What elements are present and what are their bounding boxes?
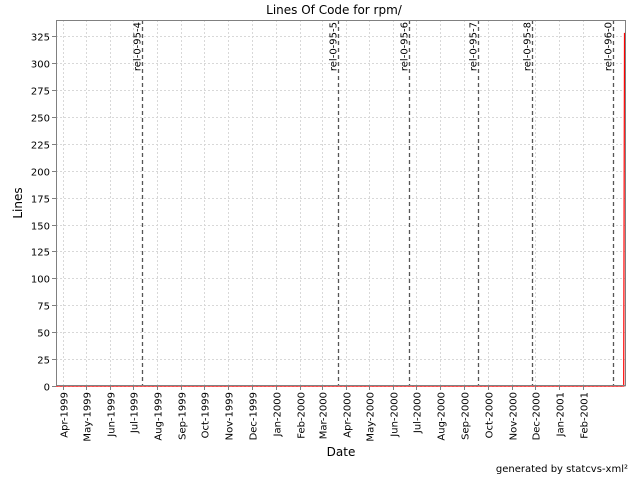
x-tick-label: Oct-1999 [201, 392, 212, 438]
x-tick-label: Sep-1999 [178, 392, 189, 440]
y-tick-label: 225 [31, 141, 50, 152]
chart-title: Lines Of Code for rpm/ [266, 3, 403, 17]
y-tick-label: 300 [31, 60, 50, 71]
y-tick-label: 325 [31, 33, 50, 44]
release-marker-label: rel-0-95-6 [400, 22, 411, 71]
y-tick-label: 150 [31, 222, 50, 233]
grid-lines [56, 20, 626, 387]
x-tick-label: Nov-1999 [225, 392, 236, 440]
x-tick-label: Mar-2000 [319, 392, 330, 439]
release-marker-label: rel-0-95-7 [469, 22, 480, 71]
x-tick-label: Dec-2000 [532, 392, 543, 440]
generator-footer: generated by statcvs-xml² [495, 464, 628, 475]
release-marker-label: rel-0-96-0 [604, 22, 615, 71]
y-tick-label: 250 [31, 114, 50, 125]
y-tick-label: 100 [31, 275, 50, 286]
x-tick-label: Feb-2000 [297, 392, 308, 439]
x-tick-label: Jun-2000 [390, 392, 401, 438]
y-tick-label: 200 [31, 168, 50, 179]
x-tick-label: Jun-1999 [107, 392, 118, 438]
x-tick-label: Jan-2001 [556, 392, 567, 437]
y-axis-label: Lines [11, 187, 25, 218]
x-tick-label: Nov-2000 [509, 392, 520, 440]
x-tick-label: Jan-2000 [273, 392, 284, 437]
x-tick-label: Apr-1999 [60, 392, 71, 438]
plot-border [56, 20, 626, 386]
x-tick-label: Jul-1999 [130, 392, 141, 434]
y-tick-label: 75 [37, 302, 50, 313]
release-marker-label: rel-0-95-5 [329, 22, 340, 71]
x-tick-label: May-2000 [366, 392, 377, 442]
plot-area [56, 20, 626, 386]
release-marker-label: rel-0-95-8 [523, 22, 534, 71]
y-tick-label: 50 [37, 329, 50, 340]
x-tick-label: Oct-2000 [485, 392, 496, 438]
y-tick-label: 275 [31, 87, 50, 98]
x-tick-label: Dec-1999 [249, 392, 260, 440]
y-axis: 0 25 50 75 100 125 150 175 200 225 250 275 300 325 [31, 33, 56, 394]
x-tick-label: Jul-2000 [413, 392, 424, 434]
x-tick-label: Apr-2000 [343, 392, 354, 438]
release-markers: rel-0-95-4 rel-0-95-5 rel-0-95-6 rel-0-95-7… [133, 20, 615, 386]
y-tick-label: 25 [37, 356, 50, 367]
x-tick-label: May-1999 [83, 392, 94, 442]
x-tick-label: Aug-1999 [154, 392, 165, 441]
y-tick-label: 0 [44, 383, 50, 394]
x-axis: Apr-1999 May-1999 Jun-1999 Jul-1999 Aug-1999… [60, 386, 591, 442]
y-tick-label: 175 [31, 195, 50, 206]
x-axis-label: Date [327, 445, 356, 459]
release-marker-label: rel-0-95-4 [133, 22, 144, 71]
x-tick-label: Feb-2001 [580, 392, 591, 439]
x-tick-label: Sep-2000 [461, 392, 472, 440]
y-tick-label: 125 [31, 248, 50, 259]
x-tick-label: Aug-2000 [437, 392, 448, 441]
